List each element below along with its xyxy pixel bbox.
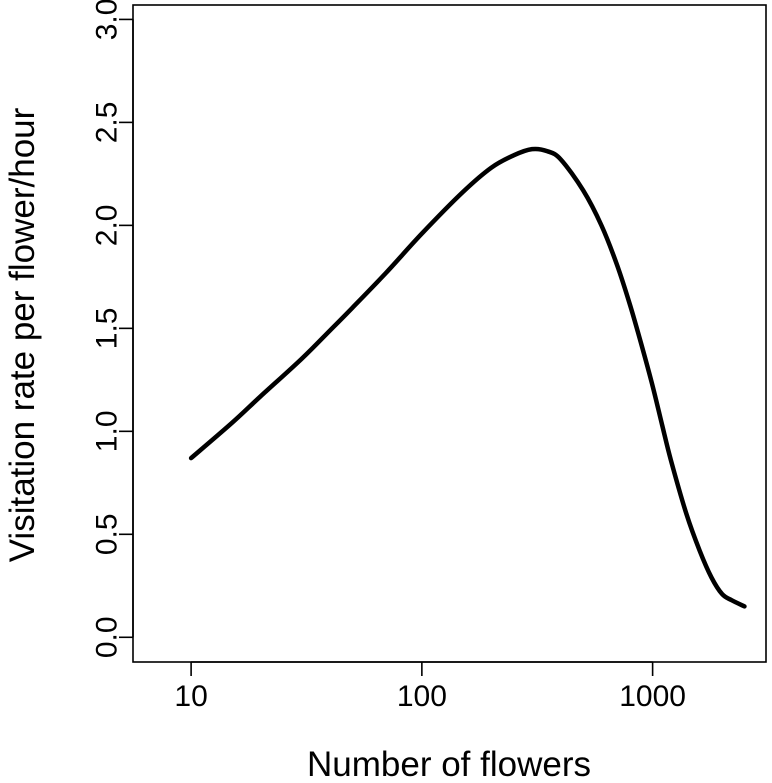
y-tick-label: 1.5 [91,307,124,349]
y-axis: 0.0 0.5 1.0 1.5 2.0 2.5 3.0 [91,0,134,658]
y-axis-title: Visitation rate per flower/hour [3,107,42,562]
y-tick-label: 2.0 [91,205,124,247]
y-tick-label: 0.5 [91,513,124,555]
x-axis: 10 100 1000 [174,661,686,713]
x-tick-label: 100 [397,680,447,713]
series-layer [188,146,747,609]
x-axis-title: Number of flowers [307,745,591,783]
plot-frame [132,4,767,663]
y-tick-label: 1.0 [91,410,124,452]
x-tick-label: 10 [174,680,207,713]
y-tick-label: 2.5 [91,102,124,144]
y-tick-label: 0.0 [91,616,124,658]
series-line [188,146,747,609]
x-tick-label: 1000 [619,680,686,713]
y-tick-label: 3.0 [91,0,124,40]
